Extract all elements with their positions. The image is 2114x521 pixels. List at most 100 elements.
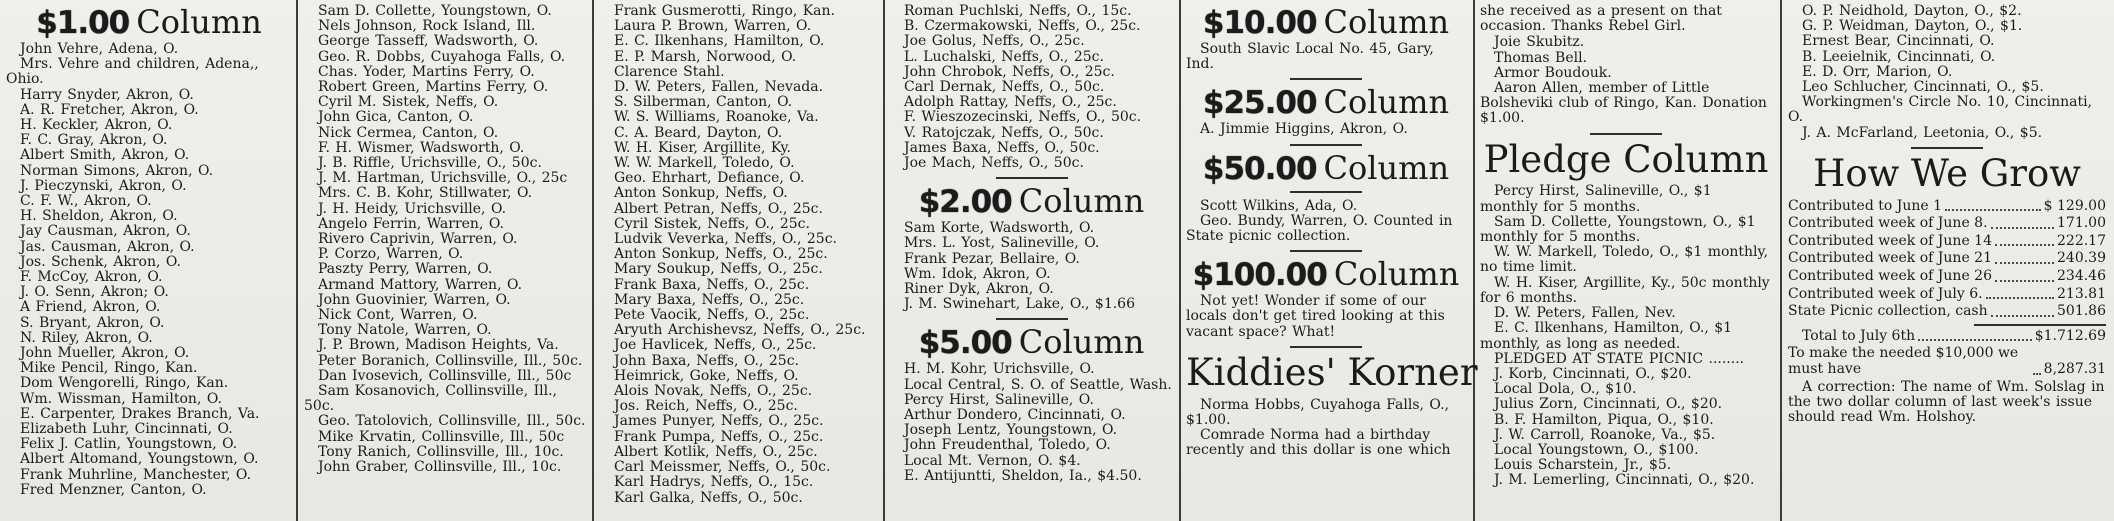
donor-entry: Nels Johnson, Rock Island, Ill. (318, 18, 536, 35)
two-dollar-donor-list: Sam Korte, Wadsworth, O. Mrs. L. Yost, Sa… (890, 221, 1173, 312)
heading-word: Column (1018, 323, 1145, 362)
donor-entry: A. R. Fretcher, Akron, O. (20, 101, 199, 118)
donor-entry: J. Pieczynski, Akron, O. (20, 177, 187, 194)
two-dollar-column-heading: $2.00 Column (890, 185, 1173, 218)
heading-amount: $2.00 (918, 184, 1013, 221)
donor-entry: Local Mt. Vernon, O. $4. (904, 452, 1081, 469)
donor-entry: Joe Havlicek, Neffs, O., 25c. (614, 337, 817, 354)
donor-entry: Rivero Caprivin, Warren, O. (318, 231, 518, 248)
donor-entry: Joe Mach, Neffs, O., 50c. (904, 155, 1084, 172)
donor-entry: George Tasseff, Wadsworth, O. (318, 33, 539, 50)
donor-entry: Mary Soukup, Neffs, O., 25c. (614, 261, 823, 278)
grow-row-label: Contributed week of June 14 (1788, 232, 1992, 249)
grow-rows: Contributed to June 1 $ 129.00 Contributed… (1788, 197, 2106, 320)
donor-entry: Jas. Causman, Akron, O. (20, 238, 195, 255)
donor-entry: F. C. Gray, Akron, O. (20, 132, 168, 149)
column-5: $10.00 Column South Slavic Local No. 45, … (1186, 0, 1478, 459)
column-rule-3 (883, 0, 885, 521)
donor-entry: John Freudenthal, Toledo, O. (904, 437, 1111, 454)
aaron-allen-note: Aaron Allen, member of Little Bolsheviki… (1480, 80, 1767, 127)
donor-entry: Harry Snyder, Akron, O. (20, 86, 194, 103)
donor-entry: Mike Pencil, Ringo, Kan. (20, 360, 198, 377)
donor-entry: J. B. Riffle, Urichsville, O., 50c. (318, 155, 542, 172)
donor-entry: Frank Baxa, Neffs, O., 25c. (614, 276, 810, 293)
grow-row-label: Contributed week of July 6. (1788, 285, 1983, 302)
donor-entry: Percy Hirst, Salineville, O., $1 monthly… (1480, 183, 1712, 215)
kiddies-korner-continuation: she received as a present on that occasi… (1480, 3, 1722, 35)
grow-row-value: 222.17 (2057, 232, 2106, 249)
donor-entry: Laura P. Brown, Warren, O. (614, 18, 812, 35)
donor-entry: Ernest Bear, Cincinnati, O. (1802, 33, 1995, 50)
donor-entry: C. A. Beard, Dayton, O. (614, 124, 783, 141)
section-divider (1290, 78, 1362, 81)
donor-entry: P. Corzo, Warren, O. (318, 246, 464, 263)
donor-entry: V. Ratojczak, Neffs, O., 50c. (904, 124, 1104, 141)
grow-total-row: Total to July 6th $1.712.69 (1788, 328, 2106, 345)
donor-entry: Mrs. L. Yost, Salineville, O. (904, 235, 1100, 252)
pledge-column-heading: Pledge Column (1483, 137, 1769, 181)
donor-entry: Karl Hadrys, Neffs, O., 15c. (614, 474, 814, 491)
five-dollar-column-heading: $5.00 Column (890, 326, 1173, 359)
heading-word: Column (1323, 148, 1450, 187)
donor-entry: Peter Boranich, Collinsville, Ill., 50c. (318, 352, 583, 369)
column-1: $1.00 Column John Vehre, Adena, O. Mrs. Ve… (6, 0, 292, 498)
total-rule (1974, 323, 2106, 326)
donor-entry: J. O. Senn, Akron; O. (20, 284, 169, 301)
donor-entry: James Baxa, Neffs, O., 50c. (904, 139, 1100, 156)
donor-entry: W. H. Kiser, Argillite, Ky. (614, 139, 791, 156)
donor-entry: Thomas Bell. (1494, 49, 1588, 66)
donor-entry: Geo. Tatolovich, Collinsville, Ill., 50c… (318, 413, 586, 430)
grow-row-value: 213.81 (2057, 285, 2106, 302)
donor-entry: Paszty Perry, Warren, O. (318, 261, 493, 278)
donor-entry: Pete Vaocik, Neffs, O., 25c. (614, 307, 810, 324)
donor-entry: John Vehre, Adena, O. (20, 41, 179, 57)
dot-leader (1990, 314, 2054, 317)
donor-entry: Carl Meissmer, Neffs, O., 50c. (614, 459, 831, 476)
donor-entry: Mrs. C. B. Kohr, Stillwater, O. (318, 185, 533, 202)
section-divider (1911, 146, 1983, 149)
grow-row: Contributed week of June 8. 171.00 (1788, 216, 2106, 232)
donor-entry: F. H. Wismer, Wadsworth, O. (318, 139, 525, 156)
ten-dollar-donor-list: South Slavic Local No. 45, Gary, Ind. (1186, 41, 1466, 73)
donor-entry: E. C. Ilkenhans, Hamilton, O., $1 monthl… (1480, 320, 1733, 352)
donor-entry: Local Central, S. O. of Seattle, Wash. (904, 376, 1172, 393)
dot-leader (1995, 244, 2054, 247)
heading-word: Column (1018, 182, 1145, 221)
grow-row-value: $ 129.00 (2043, 197, 2106, 214)
donor-entry: Chas. Yoder, Martins Ferry, O. (318, 63, 535, 80)
donor-entry: Albert Kotlik, Neffs, O., 25c. (614, 443, 818, 460)
heading-amount: $5.00 (918, 325, 1013, 362)
donor-entry: J. M. Hartman, Urichsville, O., 25c (318, 170, 568, 187)
column-rule-5 (1473, 0, 1475, 521)
donor-entry: O. P. Neidhold, Dayton, O., $2. (1802, 3, 2022, 19)
donor-entry: W. H. Kiser, Argillite, Ky., 50c monthly… (1480, 274, 1770, 306)
needed-value: 8,287.31 (2043, 361, 2106, 378)
donor-entry: Tony Natole, Warren, O. (318, 322, 492, 339)
donor-entry: Ludvik Veverka, Neffs, O., 25c. (614, 231, 838, 248)
kiddies-korner-list: Norma Hobbs, Cuyahoga Falls, O., $1.00. (1186, 397, 1466, 428)
donor-entry: J. Korb, Cincinnati, O., $20. (1494, 365, 1692, 382)
donor-entry: Local Youngstown, O., $100. (1494, 441, 1699, 458)
dot-leader (1995, 279, 2054, 282)
donor-entry: Robert Green, Martins Ferry, O. (318, 79, 549, 96)
heading-word: Column (1323, 3, 1450, 41)
donor-entry: L. Luchalski, Neffs, O., 25c. (904, 48, 1104, 65)
dot-leader (2032, 372, 2041, 375)
donor-entry: W. W. Markell, Toledo, O. (614, 155, 795, 172)
donor-entry: Riner Dyk, Akron, O. (904, 281, 1054, 298)
column-rule-4 (1179, 0, 1181, 521)
heading-word: Column (136, 3, 262, 41)
donor-entry: John Guovinier, Warren, O. (318, 291, 511, 308)
donor-entry: Mike Krvatin, Collinsville, Ill., 50c (318, 428, 565, 445)
dot-leader (1995, 262, 2054, 265)
heading-amount: $50.00 (1202, 150, 1318, 187)
pledge-list: Percy Hirst, Salineville, O., $1 monthly… (1480, 184, 1772, 488)
donor-entry: Heimrick, Goke, Neffs, O. (614, 367, 799, 384)
donor-entry: South Slavic Local No. 45, Gary, Ind. (1186, 41, 1434, 73)
donor-entry: Cyril M. Sistek, Neffs, O. (318, 94, 499, 111)
donor-entry: Felix J. Catlin, Youngstown, O. (20, 436, 238, 453)
heading-amount: $100.00 (1192, 257, 1328, 294)
hundred-dollar-column-heading: $100.00 Column (1186, 258, 1466, 291)
donor-entry: Elizabeth Luhr, Cincinnati, O. (20, 421, 233, 438)
donor-entry: Nick Cermea, Canton, O. (318, 124, 499, 141)
